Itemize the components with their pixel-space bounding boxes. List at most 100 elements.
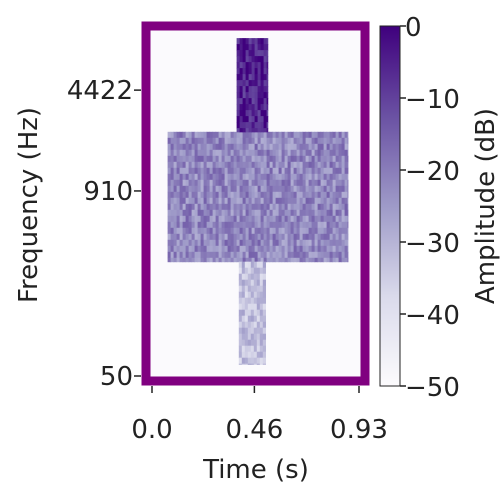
spectrogram-cell (224, 251, 229, 259)
spectrogram-cell (185, 221, 190, 229)
spectrogram-cell (260, 191, 265, 199)
spectrogram-cell (263, 221, 268, 229)
spectrogram-cell (236, 92, 241, 99)
spectrogram-cell (191, 245, 196, 253)
spectrogram-cell (287, 251, 292, 259)
spectrogram-cell (299, 215, 304, 223)
spectrogram-cell (284, 137, 289, 145)
spectrogram-cell (248, 191, 253, 199)
spectrogram-cell (197, 149, 202, 157)
spectrogram-cell (167, 167, 172, 175)
spectrogram-cell (305, 251, 310, 259)
spectrogram-cell (241, 363, 246, 365)
spectrogram-cell (167, 131, 172, 139)
spectrogram-cell (323, 251, 328, 259)
spectrogram-cell (244, 327, 249, 335)
spectrogram-cell (287, 173, 292, 181)
spectrogram-cell (317, 245, 322, 253)
spectrogram-cell (317, 191, 322, 199)
spectrogram-cell (173, 143, 178, 151)
spectrogram-cell (335, 161, 340, 169)
spectrogram-cell (302, 131, 307, 139)
spectrogram-cell (167, 227, 172, 235)
spectrogram-cell (260, 155, 265, 163)
spectrogram-cell (182, 191, 187, 199)
spectrogram-cell (320, 227, 325, 235)
spectrogram-cell (221, 167, 226, 175)
spectrogram-cell (287, 245, 292, 253)
spectrogram-cell (332, 233, 337, 241)
spectrogram-cell (254, 104, 259, 111)
spectrogram-cell (233, 185, 238, 193)
spectrogram-cell (287, 161, 292, 169)
spectrogram-cell (200, 227, 205, 235)
spectrogram-cell (236, 44, 241, 51)
spectrogram-cell (238, 303, 243, 311)
spectrogram-cell (262, 315, 267, 323)
spectrogram-cell (248, 122, 253, 129)
spectrogram-cell (296, 197, 301, 205)
spectrogram-cell (320, 185, 325, 193)
spectrogram-cell (262, 303, 267, 311)
spectrogram-cell (311, 197, 316, 205)
spectrogram-cell (239, 191, 244, 199)
spectrogram-cell (242, 251, 247, 259)
spectrogram-cell (185, 191, 190, 199)
spectrogram-cell (167, 257, 172, 263)
spectrogram-cell (167, 197, 172, 205)
spectrogram-cell (167, 209, 172, 217)
spectrogram-cell (212, 257, 217, 263)
spectrogram-cell (242, 50, 247, 57)
spectrogram-cell (197, 209, 202, 217)
spectrogram-cell (308, 167, 313, 175)
spectrogram-cell (256, 351, 261, 359)
spectrogram-cell (296, 137, 301, 145)
spectrogram-cell (290, 197, 295, 205)
spectrogram-cell (256, 303, 261, 311)
spectrogram-cell (335, 143, 340, 151)
spectrogram-cell (254, 92, 259, 99)
spectrogram-cell (305, 137, 310, 145)
spectrogram-cell (332, 215, 337, 223)
spectrogram-cell (215, 173, 220, 181)
spectrogram-cell (338, 257, 343, 263)
spectrogram-cell (206, 239, 211, 247)
spectrogram-cell (323, 155, 328, 163)
spectrogram-cell (308, 149, 313, 157)
spectrogram-cell (266, 239, 271, 247)
spectrogram-cell (236, 50, 241, 57)
spectrogram-cell (290, 137, 295, 145)
spectrogram-cell (188, 137, 193, 145)
spectrogram-cell (239, 116, 244, 123)
spectrogram-cell (266, 203, 271, 211)
spectrogram-cell (260, 116, 265, 123)
spectrogram-cell (167, 215, 172, 223)
spectrogram-cell (332, 131, 337, 139)
spectrogram-cell (266, 149, 271, 157)
spectrogram-cell (344, 137, 349, 145)
spectrogram-cell (326, 227, 331, 235)
spectrogram-cell (188, 149, 193, 157)
spectrogram-cell (194, 143, 199, 151)
spectrogram-cell (230, 257, 235, 263)
spectrogram-cell (238, 315, 243, 323)
spectrogram-cell (341, 161, 346, 169)
spectrogram-cell (251, 98, 256, 105)
spectrogram-cell (347, 167, 349, 175)
spectrogram-cell (284, 149, 289, 157)
spectrogram-cell (247, 315, 252, 323)
spectrogram-cell (296, 257, 301, 263)
spectrogram-cell (338, 167, 343, 175)
spectrogram-cell (197, 221, 202, 229)
spectrogram-cell (188, 203, 193, 211)
spectrogram-cell (230, 185, 235, 193)
spectrogram-cell (314, 161, 319, 169)
spectrogram-cell (191, 227, 196, 235)
spectrogram-cell (278, 209, 283, 217)
spectrogram-cell (284, 227, 289, 235)
spectrogram-cell (248, 56, 253, 63)
spectrogram-cell (284, 173, 289, 181)
spectrogram-cell (197, 191, 202, 199)
spectrogram-cell (176, 209, 181, 217)
spectrogram-cell (244, 309, 249, 317)
